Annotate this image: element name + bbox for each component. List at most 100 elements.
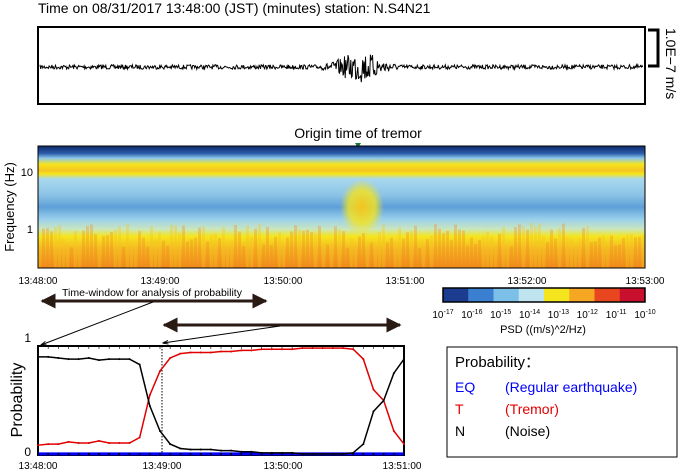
spectrogram-streak (78, 247, 81, 268)
spectrogram-streak (546, 242, 549, 268)
data-point-t (159, 370, 161, 373)
spectrogram-streak (406, 232, 409, 268)
spectrogram-streak (138, 231, 141, 268)
colorbar-segment (518, 288, 545, 302)
spectrogram-streak (254, 228, 257, 268)
colorbar-tick-exponent: -14 (530, 309, 540, 316)
data-point-eq (362, 452, 365, 455)
colorbar-segment (443, 288, 469, 302)
spectrogram-streak (318, 225, 321, 268)
spectrogram-streak (366, 247, 369, 268)
data-point-n (342, 452, 344, 455)
spectrogram-streak (574, 247, 577, 268)
spectrogram-streak (202, 226, 205, 268)
data-point-n (220, 449, 222, 452)
data-point-t (250, 349, 253, 352)
data-point-n (291, 451, 294, 454)
spectrogram-streak (250, 236, 253, 268)
colorbar-tick-label: 10-13 (548, 309, 569, 321)
data-point-t (240, 349, 243, 352)
spectrogram-streak (266, 226, 269, 268)
legend-box (446, 346, 678, 458)
data-point-n (270, 451, 273, 454)
legend-desc-t: (Tremor) (505, 401, 559, 417)
data-point-eq (77, 452, 80, 455)
spectrogram-streak (538, 223, 541, 268)
spectrogram-streak (350, 237, 353, 268)
spectrogram-streak (394, 241, 397, 268)
data-point-n (77, 358, 80, 361)
spectrogram-streak (66, 245, 69, 268)
spectrogram-streak (58, 225, 61, 268)
probability-xticks: 13:48:00 13:49:00 13:50:00 13:51:00 (19, 461, 422, 472)
spectrogram-streak (386, 242, 389, 268)
spectrogram-streak (410, 231, 413, 268)
data-point-n (148, 404, 151, 407)
colorbar-tick-exponent: -15 (501, 309, 511, 316)
spectrogram-streak (86, 225, 89, 268)
probability-frame (37, 345, 405, 456)
spectrogram-streak (170, 224, 173, 268)
spectrogram-streak (242, 246, 245, 268)
data-point-n (98, 359, 100, 362)
spectrogram-streak (414, 225, 417, 268)
spectrogram-streak (446, 230, 449, 268)
spectrogram-streak (310, 231, 313, 268)
data-point-n (189, 448, 192, 451)
data-point-eq (108, 452, 111, 455)
spectrogram-streak (198, 227, 201, 268)
spectrogram-streak (622, 237, 625, 268)
data-point-t (331, 347, 334, 350)
amplitude-scale-label: 1.0E−7 m/s (663, 28, 679, 99)
spectrogram-streak (530, 223, 533, 268)
spectrogram-streak (470, 237, 473, 268)
ytick-10: 10 (21, 167, 33, 179)
data-point-t (47, 443, 50, 446)
spectrogram-streak (398, 227, 401, 268)
spectrogram-streak (214, 233, 217, 268)
legend-code-eq: EQ (455, 379, 475, 395)
data-point-n (382, 399, 385, 402)
data-point-eq (199, 452, 202, 455)
spectrogram-streak (514, 227, 517, 268)
spectrogram-streak (482, 236, 485, 268)
data-point-t (67, 440, 70, 443)
data-point-n (179, 447, 182, 450)
data-point-n (311, 452, 314, 455)
data-point-n (199, 448, 202, 451)
spectrogram-streak (326, 244, 329, 268)
data-point-t (220, 350, 222, 353)
spectrogram-streak (230, 242, 233, 268)
data-point-n (260, 451, 263, 454)
spectrogram-xticks: 13:48:00 13:49:00 13:50:00 13:51:00 13:5… (19, 276, 665, 287)
spectrogram-streak (122, 246, 125, 268)
legend-code-t: T (455, 401, 464, 417)
data-point-eq (382, 452, 385, 455)
data-point-eq (138, 452, 141, 455)
spectrogram-streak (558, 227, 561, 268)
spectrogram-streak (362, 233, 365, 268)
data-point-t (189, 351, 192, 354)
colorbar-frame (442, 287, 646, 303)
colorbar-segment (569, 288, 595, 302)
colorbar-tick-exponent: -13 (559, 309, 569, 316)
legend-code-n: N (455, 423, 465, 439)
spectrogram-streak (222, 226, 225, 268)
spectrogram-streak (278, 231, 281, 268)
spectrogram-streak (642, 235, 645, 268)
series-line-n (38, 356, 405, 455)
spectrogram-streak (282, 245, 285, 268)
data-point-t (362, 358, 365, 361)
data-point-eq (159, 452, 161, 455)
spectrogram-streak (178, 232, 181, 268)
spectrogram-streak (94, 234, 97, 268)
spectrogram-streak (606, 244, 609, 268)
spectrogram-streak (478, 240, 481, 268)
data-point-t (57, 443, 60, 446)
xtick: 13:53:00 (626, 276, 665, 287)
data-point-eq (230, 452, 233, 455)
spectrogram-streak (130, 247, 133, 268)
spectrogram-streak (602, 235, 605, 268)
spectrogram-streak (494, 246, 497, 268)
colorbar-ticks: 10-17 10-16 10-15 10-14 10-13 10-12 10-11 10-10 (432, 309, 655, 321)
